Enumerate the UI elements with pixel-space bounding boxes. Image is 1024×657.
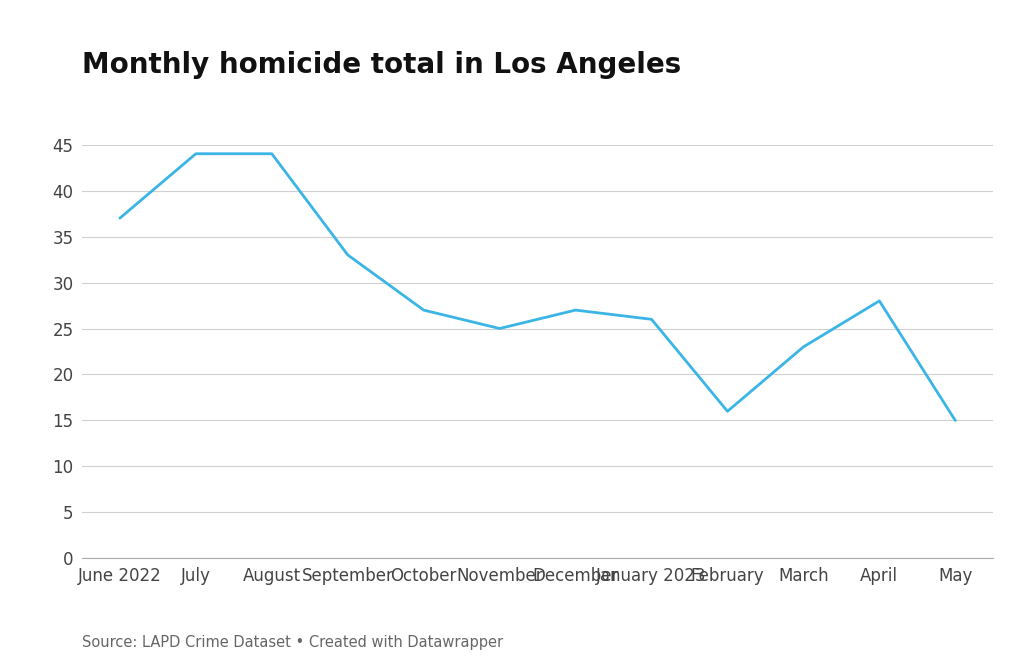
Text: Source: LAPD Crime Dataset • Created with Datawrapper: Source: LAPD Crime Dataset • Created wit…: [82, 635, 503, 650]
Text: Monthly homicide total in Los Angeles: Monthly homicide total in Los Angeles: [82, 51, 681, 79]
